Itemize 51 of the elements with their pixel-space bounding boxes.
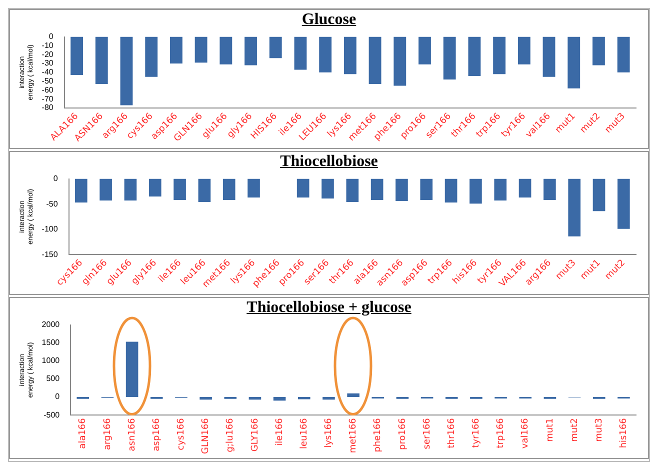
x-tick-label: phe166 bbox=[373, 418, 384, 452]
y-tick-label: -80 bbox=[42, 103, 54, 112]
x-tick-label: cys166 bbox=[176, 418, 187, 450]
y-tick-label: -60 bbox=[42, 85, 54, 94]
x-tick-label: leu166 bbox=[299, 418, 310, 450]
bar bbox=[347, 393, 360, 398]
x-tick-label: g;lu166 bbox=[226, 418, 236, 452]
y-tick-label: 1000 bbox=[42, 356, 60, 366]
y-tick-label: -20 bbox=[42, 50, 54, 59]
x-tick-label: ser166 bbox=[422, 418, 432, 450]
x-tick-label: trp166 bbox=[496, 418, 506, 448]
x-tick-label: mut1 bbox=[545, 418, 556, 442]
x-tick-label: lys166 bbox=[324, 418, 334, 448]
y-tick-label: 0 bbox=[53, 174, 58, 184]
chart-title: Thiocellobiose bbox=[279, 153, 379, 171]
bar bbox=[200, 397, 212, 400]
y-tick-label: -100 bbox=[42, 224, 58, 234]
chart-title: Glucose bbox=[300, 11, 358, 29]
bar bbox=[322, 397, 335, 400]
y-tick-label: 2000 bbox=[42, 320, 60, 330]
x-tick-label: val166 bbox=[520, 418, 531, 449]
x-tick-label: thr166 bbox=[446, 418, 457, 448]
y-tick-label: 0 bbox=[55, 392, 60, 402]
x-tick-label: asp166 bbox=[152, 418, 162, 452]
bar bbox=[248, 397, 262, 400]
x-tick-label: pro166 bbox=[398, 418, 408, 450]
x-tick-label: tyr166 bbox=[472, 418, 482, 448]
bar bbox=[126, 342, 138, 398]
x-tick-label: mut3 bbox=[594, 418, 604, 442]
bar bbox=[273, 397, 286, 401]
x-tick-label: arg166 bbox=[102, 418, 113, 450]
y-tick-label: 500 bbox=[46, 374, 60, 384]
y-tick-label: -500 bbox=[44, 410, 60, 420]
y-tick-label: -150 bbox=[42, 250, 58, 259]
x-tick-label: GLN166 bbox=[201, 418, 212, 454]
x-tick-label: ile166 bbox=[274, 418, 285, 446]
x-tick-label: GLY166 bbox=[250, 418, 260, 452]
x-tick-label: his166 bbox=[619, 418, 630, 448]
y-tick-label: -10 bbox=[42, 40, 54, 50]
y-tick-label: -40 bbox=[42, 68, 54, 77]
x-tick-label: ala166 bbox=[78, 418, 88, 449]
x-tick-label: met166 bbox=[348, 418, 359, 454]
x-tick-label: asn166 bbox=[127, 418, 138, 452]
x-tick-label: mut2 bbox=[570, 418, 580, 442]
chart-title: Thiocellobiose + glucose bbox=[246, 299, 412, 317]
y-tick-label: 1500 bbox=[42, 338, 60, 348]
y-tick-label: -70 bbox=[42, 94, 54, 104]
y-tick-label: -50 bbox=[42, 76, 54, 86]
y-tick-label: -30 bbox=[42, 58, 54, 68]
y-tick-label: -50 bbox=[46, 199, 58, 208]
y-tick-label: 0 bbox=[48, 32, 54, 42]
